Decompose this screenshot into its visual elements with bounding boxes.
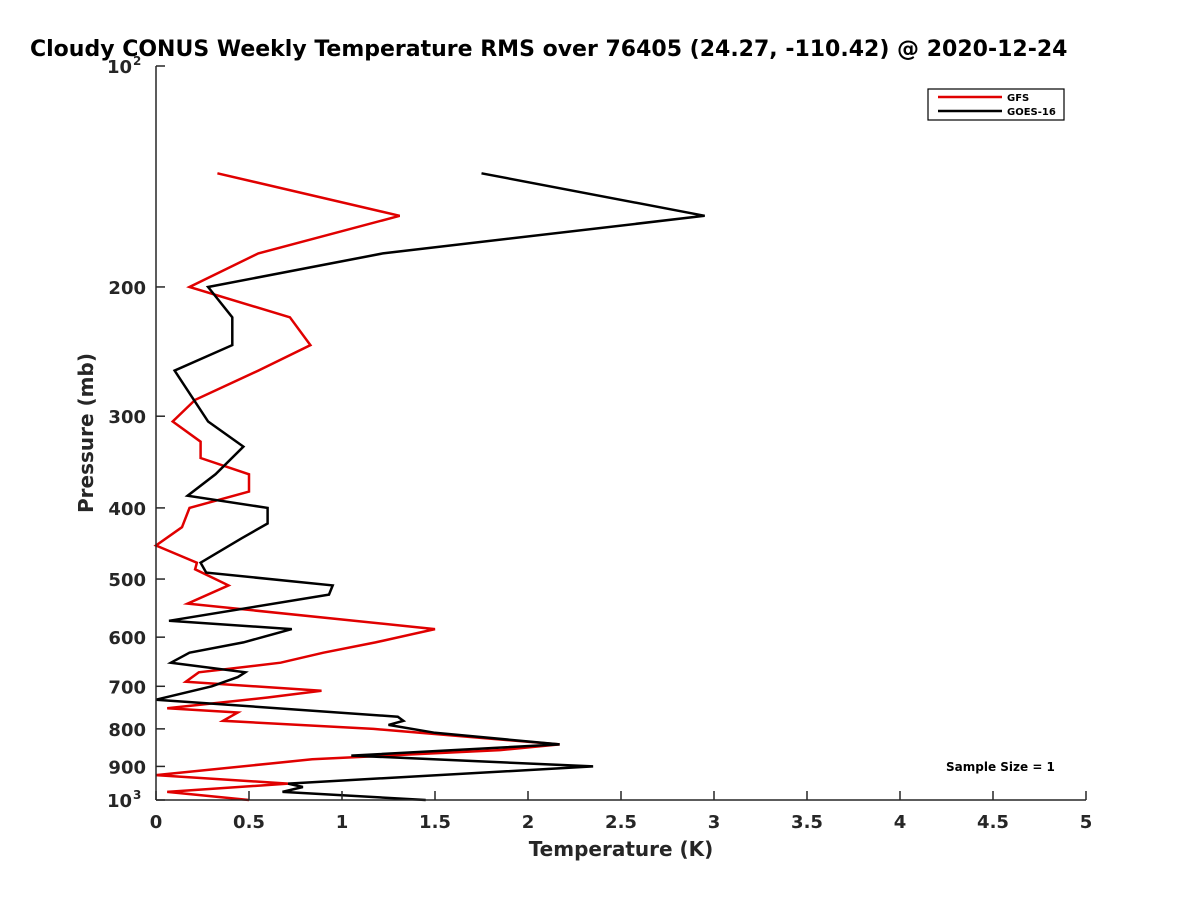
y-tick-exponent: 2 bbox=[133, 54, 141, 68]
y-tick-label: 900 bbox=[108, 757, 146, 778]
x-tick-label: 3.5 bbox=[791, 812, 823, 833]
y-tick-label: 300 bbox=[108, 407, 146, 428]
series-line-goes16 bbox=[155, 172, 705, 802]
x-tick-label: 5 bbox=[1080, 812, 1093, 833]
series-layer bbox=[153, 172, 705, 802]
y-tick-label: 400 bbox=[108, 499, 146, 520]
y-tick-label: 10 bbox=[107, 57, 132, 78]
x-tick-label: 3 bbox=[708, 812, 721, 833]
x-axis-label: Temperature (K) bbox=[529, 837, 714, 861]
x-ticks: 0 0.5 1 1.5 2 2.5 3 3.5 4 4.5 5 bbox=[150, 791, 1093, 833]
x-tick-label: 2 bbox=[522, 812, 535, 833]
chart-title: Cloudy CONUS Weekly Temperature RMS over… bbox=[30, 37, 1067, 62]
x-tick-label: 0.5 bbox=[233, 812, 265, 833]
legend-label-gfs: GFS bbox=[1007, 93, 1029, 104]
y-axis-label: Pressure (mb) bbox=[74, 353, 98, 513]
sample-size-annotation: Sample Size = 1 bbox=[946, 760, 1055, 774]
y-tick-label: 800 bbox=[108, 720, 146, 741]
legend-label-goes16: GOES-16 bbox=[1007, 107, 1056, 118]
x-tick-label: 2.5 bbox=[605, 812, 637, 833]
y-tick-label: 500 bbox=[108, 570, 146, 591]
y-tick-exponent: 3 bbox=[133, 788, 141, 802]
y-tick-label: 600 bbox=[108, 628, 146, 649]
x-tick-label: 0 bbox=[150, 812, 163, 833]
y-tick-label: 200 bbox=[108, 278, 146, 299]
plot-background bbox=[156, 66, 1086, 800]
x-tick-label: 1.5 bbox=[419, 812, 451, 833]
y-tick-label: 700 bbox=[108, 677, 146, 698]
legend: GFS GOES-16 bbox=[927, 88, 1065, 121]
plot-area: 0 0.5 1 1.5 2 2.5 3 3.5 4 4.5 5 10 2200300400500600… bbox=[107, 54, 1092, 833]
x-tick-label: 4.5 bbox=[977, 812, 1009, 833]
legend-box bbox=[927, 88, 1065, 121]
x-tick-label: 4 bbox=[894, 812, 907, 833]
y-tick-label: 10 bbox=[107, 791, 132, 812]
x-tick-label: 1 bbox=[336, 812, 349, 833]
